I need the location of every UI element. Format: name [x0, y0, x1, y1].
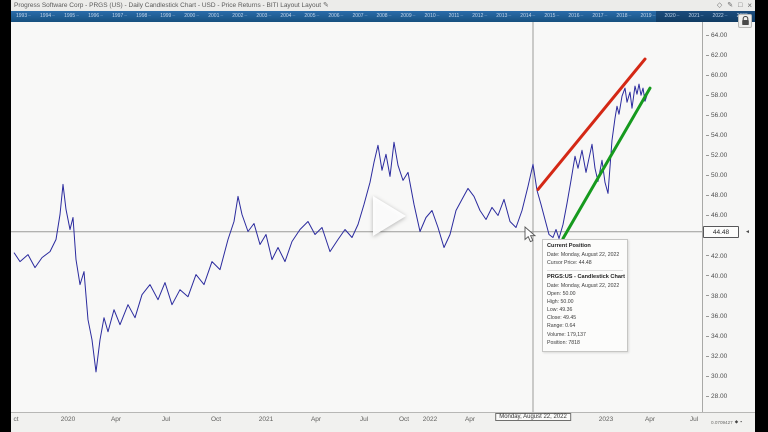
date-axis-tick: 2023 — [598, 416, 614, 423]
status-diamond-icon — [735, 420, 738, 425]
date-axis-tick: Apr — [110, 416, 122, 423]
tooltip-row: Close: 49.45 — [547, 315, 577, 322]
tooltip-row: Position: 7818 — [547, 339, 580, 346]
date-axis-tick: Jul — [161, 416, 171, 423]
timeline-year[interactable]: 2021 — [689, 14, 705, 19]
tooltip-row: Volume: 179,137 — [547, 331, 586, 338]
date-axis-tick: Apr — [644, 416, 656, 423]
timeline-year[interactable]: 2011 — [449, 14, 465, 19]
cursor-price-badge: 44.48 — [703, 226, 739, 238]
title-bar: Progress Software Corp - PRGS (US) - Dai… — [11, 0, 755, 11]
window-title: Progress Software Corp - PRGS (US) - Dai… — [14, 2, 322, 9]
timeline-year[interactable]: 2001 — [208, 14, 224, 19]
date-axis-tick: ct — [13, 416, 19, 423]
price-axis-tick: 58.00 — [706, 92, 727, 99]
charting-app-window: Progress Software Corp - PRGS (US) - Dai… — [11, 0, 755, 432]
edit-title-pencil-icon[interactable] — [323, 2, 329, 9]
price-axis-tick: 40.00 — [706, 273, 727, 280]
axis-left-marker-icon — [745, 229, 750, 235]
date-axis-tick: Jul — [359, 416, 369, 423]
price-axis-tick: 64.00 — [706, 32, 727, 39]
annotate-pencil-icon[interactable] — [727, 2, 733, 9]
timeline-year[interactable]: 1994 — [40, 14, 56, 19]
layout-diamond-icon[interactable] — [717, 2, 722, 9]
timeline-year[interactable]: 2000 — [184, 14, 200, 19]
mouse-pointer-icon — [524, 226, 537, 243]
timeline-year[interactable]: 2003 — [256, 14, 272, 19]
lock-icon[interactable] — [738, 14, 752, 28]
price-axis-tick: 30.00 — [706, 373, 727, 380]
video-play-icon[interactable] — [373, 196, 406, 236]
timeline-year[interactable]: 2015 — [544, 14, 560, 19]
price-axis-tick: 56.00 — [706, 112, 727, 119]
tooltip-row: Open: 50.00 — [547, 291, 576, 298]
timeline-year[interactable]: 2002 — [232, 14, 248, 19]
timeline-year[interactable]: 1998 — [136, 14, 152, 19]
status-square-icon — [740, 420, 742, 425]
timeline-year[interactable]: 2008 — [376, 14, 392, 19]
price-axis-tick: 34.00 — [706, 333, 727, 340]
tooltip-row: Cursor Price: 44.48 — [547, 260, 592, 267]
tooltip-row: Range: 0.64 — [547, 323, 576, 330]
timeline-year[interactable]: 2017 — [592, 14, 608, 19]
timeline-year[interactable]: 1997 — [112, 14, 128, 19]
timeline-year[interactable]: 2019 — [640, 14, 656, 19]
price-axis-tick: 28.00 — [706, 393, 727, 400]
tooltip-row: Date: Monday, August 22, 2022 — [547, 283, 620, 290]
date-axis-tick: 2020 — [60, 416, 76, 423]
timeline-year[interactable]: 1995 — [64, 14, 80, 19]
price-axis-tick: 38.00 — [706, 293, 727, 300]
timeline-year[interactable]: 2014 — [520, 14, 536, 19]
year-timeline-strip[interactable]: 1993 1994 1995 1996 1997 1998 1999 2000 2001 2002… — [11, 11, 755, 22]
timeline-year[interactable]: 2004 — [280, 14, 296, 19]
tooltip-title: PRGS:US - Candlestick Chart — [547, 274, 626, 281]
status-number: 0.0709427 — [711, 420, 733, 425]
tooltip-section-candle: PRGS:US - Candlestick Chart Date: Monday… — [547, 270, 626, 347]
price-axis-tick: 32.00 — [706, 353, 727, 360]
price-axis-tick: 60.00 — [706, 72, 727, 79]
price-axis-tick: 62.00 — [706, 52, 727, 59]
date-axis-tick: 2021 — [258, 416, 274, 423]
data-tooltip: Current Position Date: Monday, August 22… — [542, 239, 628, 352]
timeline-year[interactable]: 2018 — [616, 14, 632, 19]
restore-window-icon[interactable] — [738, 2, 742, 9]
timeline-year[interactable]: 2009 — [401, 14, 417, 19]
timeline-year[interactable]: 2022 — [713, 14, 729, 19]
price-axis-tick: 48.00 — [706, 192, 727, 199]
date-axis: ct 2020 Apr Jul Oct 2021 Apr Jul Oct 2022 Apr 2023 A… — [11, 412, 755, 432]
cursor-date-label: Monday, August 22, 2022 — [495, 413, 571, 421]
price-axis-tick: 46.00 — [706, 212, 727, 219]
close-window-icon[interactable] — [747, 2, 752, 10]
timeline-year[interactable]: 1993 — [16, 14, 32, 19]
price-axis-tick: 36.00 — [706, 313, 727, 320]
timeline-year[interactable]: 2013 — [496, 14, 512, 19]
price-axis-tick: 52.00 — [706, 152, 727, 159]
tooltip-row: Date: Monday, August 22, 2022 — [547, 252, 620, 258]
tooltip-row: High: 50.00 — [547, 299, 574, 306]
price-axis: 64.00 62.00 60.00 58.00 56.00 54.00 52.00 50.00… — [702, 22, 755, 420]
tooltip-section-position: Current Position Date: Monday, August 22… — [547, 243, 623, 267]
timeline-year[interactable]: 2007 — [352, 14, 368, 19]
timeline-year[interactable]: 2020 — [664, 14, 680, 19]
price-axis-tick: 54.00 — [706, 132, 727, 139]
timeline-year[interactable]: 2005 — [304, 14, 320, 19]
price-axis-tick: 50.00 — [706, 172, 727, 179]
timeline-year[interactable]: 2006 — [328, 14, 344, 19]
tooltip-title: Current Position — [547, 243, 591, 249]
tooltip-row: Low: 49.36 — [547, 307, 573, 314]
date-axis-tick: Oct — [398, 416, 410, 423]
price-axis-tick: 42.00 — [706, 253, 727, 260]
date-axis-tick: 2022 — [422, 416, 438, 423]
date-axis-tick: Oct — [210, 416, 222, 423]
timeline-year[interactable]: 2016 — [568, 14, 584, 19]
timeline-year[interactable]: 2012 — [472, 14, 488, 19]
date-axis-tick: Jul — [689, 416, 699, 423]
timeline-year[interactable]: 1999 — [160, 14, 176, 19]
timeline-year[interactable]: 1996 — [88, 14, 104, 19]
date-axis-tick: Apr — [464, 416, 476, 423]
timeline-year[interactable]: 2010 — [425, 14, 441, 19]
status-value: 0.0709427 — [711, 420, 742, 425]
timeline-selected-range — [656, 11, 755, 22]
date-axis-tick: Apr — [310, 416, 322, 423]
